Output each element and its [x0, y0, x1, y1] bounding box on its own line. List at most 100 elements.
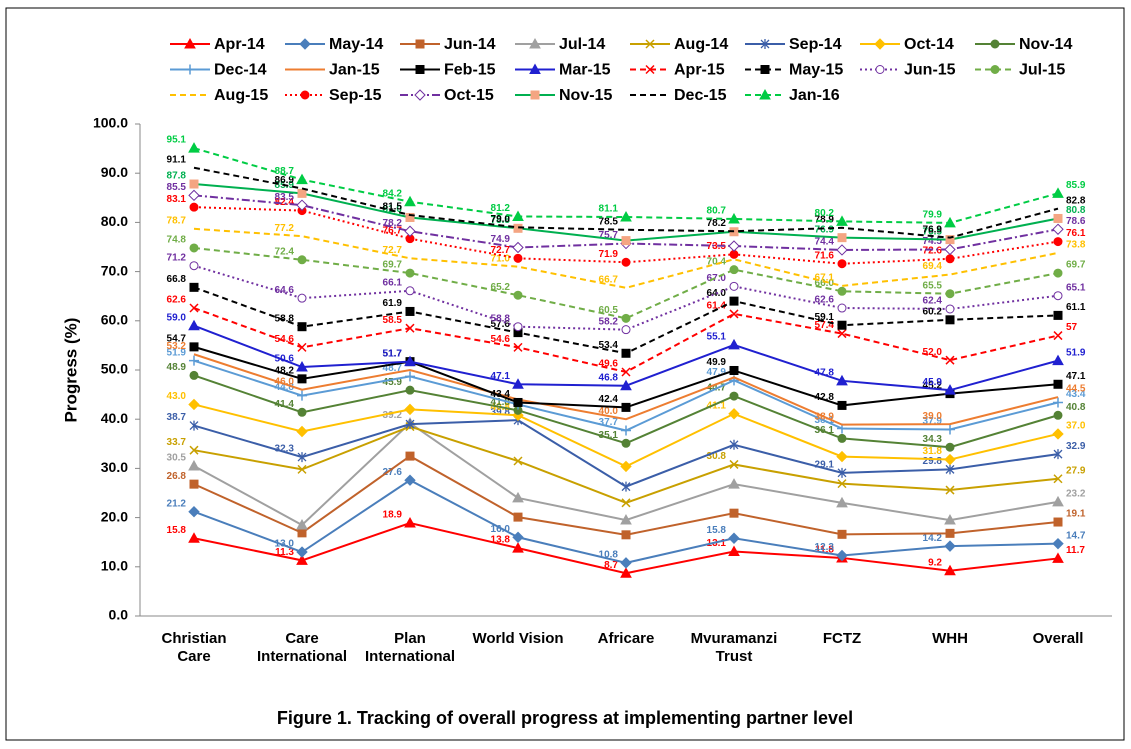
data-label: 64.6 [275, 285, 295, 296]
data-label: 51.9 [1066, 347, 1086, 358]
legend-label: Jul-14 [559, 36, 605, 53]
data-label: 29.1 [815, 459, 835, 470]
legend-marker [414, 89, 426, 101]
data-label: 51.7 [383, 348, 403, 359]
marker [945, 235, 955, 245]
line [193, 246, 1059, 320]
data-label: 67.1 [815, 273, 835, 284]
data-label: 69.7 [1066, 260, 1086, 271]
marker [1053, 268, 1063, 278]
data-label: 19.1 [1066, 509, 1086, 520]
data-label: 74.9 [491, 234, 511, 245]
marker [512, 491, 524, 503]
data-label: 62.6 [167, 295, 187, 306]
data-label: 47.9 [707, 367, 727, 378]
legend-label: Jan-16 [789, 87, 840, 104]
marker [189, 179, 199, 189]
x-tick-label: Christian Care [161, 630, 227, 665]
data-label: 60.5 [599, 305, 619, 316]
data-label: 79.0 [491, 214, 511, 225]
data-label: 16.0 [491, 524, 511, 535]
data-label: 23.2 [1066, 488, 1086, 499]
legend-label: Feb-15 [444, 62, 496, 79]
data-label: 78.5 [599, 216, 619, 227]
marker [188, 459, 200, 471]
legend-item: Aug-15 [170, 87, 268, 104]
data-label: 95.1 [167, 135, 187, 146]
x-tick-label: Plan International [364, 630, 455, 665]
marker [1052, 428, 1064, 440]
marker [189, 261, 199, 271]
data-label: 45.9 [383, 377, 403, 388]
data-label: 10.8 [599, 550, 619, 561]
data-label: 71.2 [167, 252, 187, 263]
legend-item: Jul-14 [515, 36, 605, 53]
data-label: 58.8 [491, 313, 511, 324]
data-label: 66.8 [167, 274, 187, 285]
data-label: 58.2 [599, 316, 619, 327]
marker [513, 290, 523, 300]
data-label: 81.1 [599, 204, 619, 215]
x-tick-label: Mvuramanzi Trust [690, 630, 778, 665]
y-tick-label: 40.0 [101, 410, 128, 426]
data-label: 81.0 [383, 204, 403, 215]
data-label: 30.5 [167, 453, 187, 464]
marker [945, 485, 955, 495]
marker [1052, 537, 1064, 550]
data-label: 82.8 [1066, 195, 1086, 206]
chart-title: Figure 1. Tracking of overall progress a… [277, 708, 853, 728]
marker [1052, 552, 1064, 563]
marker [836, 496, 848, 508]
marker [297, 188, 307, 198]
marker [405, 451, 415, 461]
marker [944, 514, 956, 525]
legend-label: May-15 [789, 62, 843, 79]
data-label: 37.0 [1066, 421, 1086, 432]
marker [728, 338, 740, 350]
marker [1053, 291, 1063, 301]
marker [188, 398, 200, 411]
marker [1053, 237, 1063, 247]
marker [188, 142, 200, 153]
data-label: 78.2 [707, 218, 727, 229]
y-tick-label: 0.0 [109, 607, 129, 623]
marker [189, 282, 199, 292]
legend-marker [759, 88, 771, 100]
marker [837, 433, 847, 443]
marker [621, 438, 631, 448]
marker [945, 442, 955, 452]
legend-marker [299, 38, 311, 50]
marker [188, 319, 200, 331]
marker [729, 391, 739, 401]
data-label: 49.6 [599, 359, 619, 370]
marker [837, 259, 847, 269]
data-label: 72.7 [491, 245, 511, 256]
marker [944, 384, 956, 395]
legend-label: Jul-15 [1019, 62, 1065, 79]
data-label: 12.3 [815, 542, 835, 553]
marker [296, 173, 308, 185]
marker [296, 554, 308, 565]
marker [189, 445, 199, 455]
marker [1053, 397, 1063, 408]
data-label: 13.0 [275, 539, 295, 550]
marker [621, 367, 631, 377]
marker [1053, 449, 1063, 460]
data-label: 50.6 [275, 354, 295, 365]
marker [188, 505, 200, 518]
data-label: 11.3 [275, 547, 294, 558]
line [193, 353, 1059, 426]
marker [297, 342, 307, 352]
series: 21.2 13.0 27.6 16.0 10.8 15.8 12.3 14.2 14.7 [167, 467, 1086, 569]
legend-item: Feb-15 [400, 62, 496, 79]
marker [512, 210, 524, 221]
legend-item: Jul-15 [975, 62, 1065, 79]
marker [513, 342, 523, 352]
data-label: 26.8 [167, 471, 187, 482]
marker [836, 549, 848, 562]
data-label: 51.7 [383, 348, 403, 359]
marker [297, 255, 307, 265]
data-label: 77.2 [275, 223, 295, 234]
data-label: 44.5 [1066, 384, 1086, 395]
